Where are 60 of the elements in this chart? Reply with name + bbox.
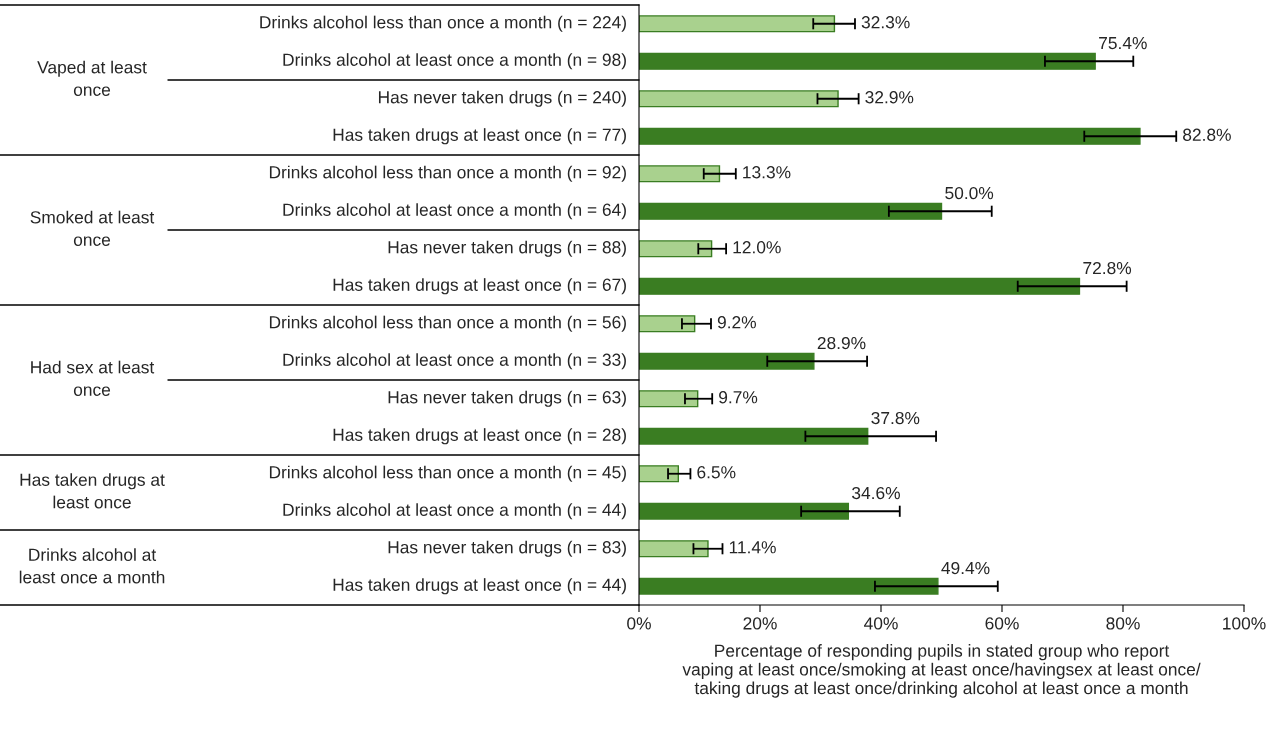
- x-axis-title: Percentage of responding pupils in stated group who report vaping at least once/smoking at least once/havingsex at least once/ taking drugs at least once/drinking alcohol at least once a month: [682, 644, 1201, 698]
- data-label: 49.4%: [941, 561, 990, 575]
- data-label: 37.8%: [871, 411, 920, 425]
- bar: [639, 90, 839, 108]
- y-tick-label: Drinks alcohol at least once a month (n = 64): [283, 203, 626, 220]
- bar: [639, 352, 815, 370]
- data-label: 32.9%: [865, 91, 914, 104]
- text: Vaped at least once: [37, 60, 147, 96]
- y-tick-label: Has taken drugs at least once (n = 67): [333, 278, 626, 295]
- bar: [639, 165, 721, 183]
- data-label: 9.2%: [717, 316, 756, 329]
- data-label: 13.3%: [743, 166, 791, 179]
- bar: [639, 52, 1096, 70]
- x-tick-label: 100%: [1223, 617, 1266, 630]
- bar: [639, 315, 696, 333]
- data-label: 11.4%: [729, 541, 776, 554]
- x-tick-label: 80%: [1106, 617, 1140, 630]
- bar: [639, 127, 1141, 145]
- bar: [639, 502, 850, 520]
- data-label: 32.3%: [861, 16, 910, 29]
- bar: [639, 277, 1081, 295]
- data-label: 9.7%: [719, 391, 758, 404]
- y-tick-label: Drinks alcohol at least once a month (n = 33): [283, 353, 626, 370]
- y-tick-label: Has taken drugs at least once (n = 77): [333, 128, 626, 145]
- data-label: 50.0%: [945, 186, 994, 200]
- bar: [639, 390, 699, 408]
- data-label: 34.6%: [852, 486, 900, 500]
- data-label: 28.9%: [817, 336, 866, 350]
- data-label: 82.8%: [1183, 128, 1231, 141]
- text: Smoked at least once: [30, 210, 155, 246]
- bar: [639, 427, 869, 445]
- text: Has taken drugs at least once: [20, 473, 165, 509]
- data-label: 75.4%: [1099, 36, 1147, 50]
- y-tick-label: Has never taken drugs (n = 63): [388, 390, 626, 407]
- y-tick-label: Has taken drugs at least once (n = 44): [333, 578, 626, 595]
- y-tick-label: Drinks alcohol less than once a month (n = 92): [269, 165, 626, 182]
- text: Had sex at least once: [31, 360, 155, 396]
- bar: [639, 540, 709, 558]
- bar: [639, 15, 836, 33]
- x-tick-label: 60%: [985, 617, 1019, 630]
- y-tick-label: Drinks alcohol at least once a month (n = 98): [283, 53, 626, 70]
- y-tick-label: Has never taken drugs (n = 88): [388, 240, 626, 257]
- y-tick-label: Drinks alcohol less than once a month (n = 56): [269, 315, 626, 332]
- data-label: 12.0%: [733, 241, 781, 254]
- bar: [639, 202, 943, 220]
- y-tick-label: Has taken drugs at least once (n = 28): [333, 428, 626, 445]
- x-tick-label: 40%: [864, 617, 898, 630]
- y-tick-label: Has never taken drugs (n = 240): [378, 90, 626, 107]
- text: Drinks alcohol at least once a month: [19, 548, 165, 584]
- bar: [639, 577, 939, 595]
- data-label: 72.8%: [1083, 261, 1132, 275]
- y-tick-label: Drinks alcohol less than once a month (n = 45): [269, 465, 626, 482]
- y-tick-label: Drinks alcohol less than once a month (n = 224): [260, 15, 626, 32]
- data-label: 6.5%: [697, 466, 736, 479]
- y-tick-label: Drinks alcohol at least once a month (n = 44): [283, 503, 626, 520]
- bar: [639, 465, 680, 483]
- x-tick-label: 0%: [627, 617, 651, 630]
- y-tick-label: Has never taken drugs (n = 83): [388, 540, 626, 557]
- x-tick-label: 20%: [743, 617, 777, 630]
- bar: [639, 240, 713, 258]
